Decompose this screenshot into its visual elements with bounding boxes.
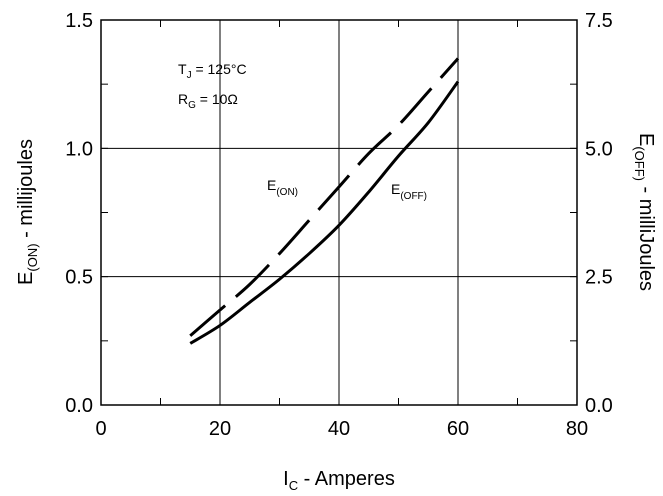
axis-ticks: [101, 20, 577, 405]
series-line-eon: [189, 57, 460, 337]
y-left-tick-label: 1.0: [65, 138, 93, 160]
y-axis-right-title: E(OFF) - milliJoules: [632, 133, 657, 291]
x-axis-title: IC - Amperes: [283, 468, 395, 493]
plot-frame: [100, 19, 578, 406]
y-right-tick-label: 5.0: [585, 138, 613, 160]
series-lines: [189, 57, 460, 345]
series-label-eon: E(ON): [267, 177, 298, 198]
grid-lines: [101, 20, 577, 405]
series-line-eoff: [189, 80, 460, 345]
tick-labels: 0 20 40 60 800.00.51.01.50.02.55.07.5: [65, 10, 613, 440]
y-right-tick-label: 2.5: [585, 267, 613, 289]
y-right-tick-label: 0.0: [585, 395, 613, 417]
y-left-tick-label: 1.5: [65, 10, 93, 32]
y-right-tick-label: 7.5: [585, 10, 613, 32]
series-label-eoff: E(OFF): [391, 181, 427, 202]
y-axis-left-title: E(ON) - millijoules: [15, 139, 40, 285]
x-tick-label: 0: [95, 418, 106, 440]
x-tick-label: 40: [328, 418, 350, 440]
condition-tj: TJ = 125°C: [178, 61, 247, 81]
y-left-tick-label: 0.5: [65, 267, 93, 289]
x-tick-label: 60: [447, 418, 469, 440]
x-tick-label: 80: [566, 418, 588, 440]
x-tick-label: 20: [209, 418, 231, 440]
y-left-tick-label: 0.0: [65, 395, 93, 417]
condition-rg: RG = 10Ω: [178, 91, 238, 111]
